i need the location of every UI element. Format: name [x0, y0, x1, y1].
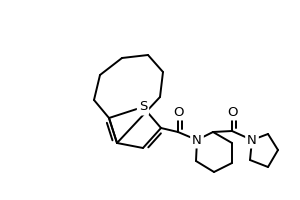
Text: S: S	[139, 100, 147, 114]
Text: O: O	[173, 106, 183, 118]
Text: N: N	[247, 134, 257, 146]
Text: O: O	[227, 106, 237, 118]
Text: N: N	[192, 134, 202, 146]
